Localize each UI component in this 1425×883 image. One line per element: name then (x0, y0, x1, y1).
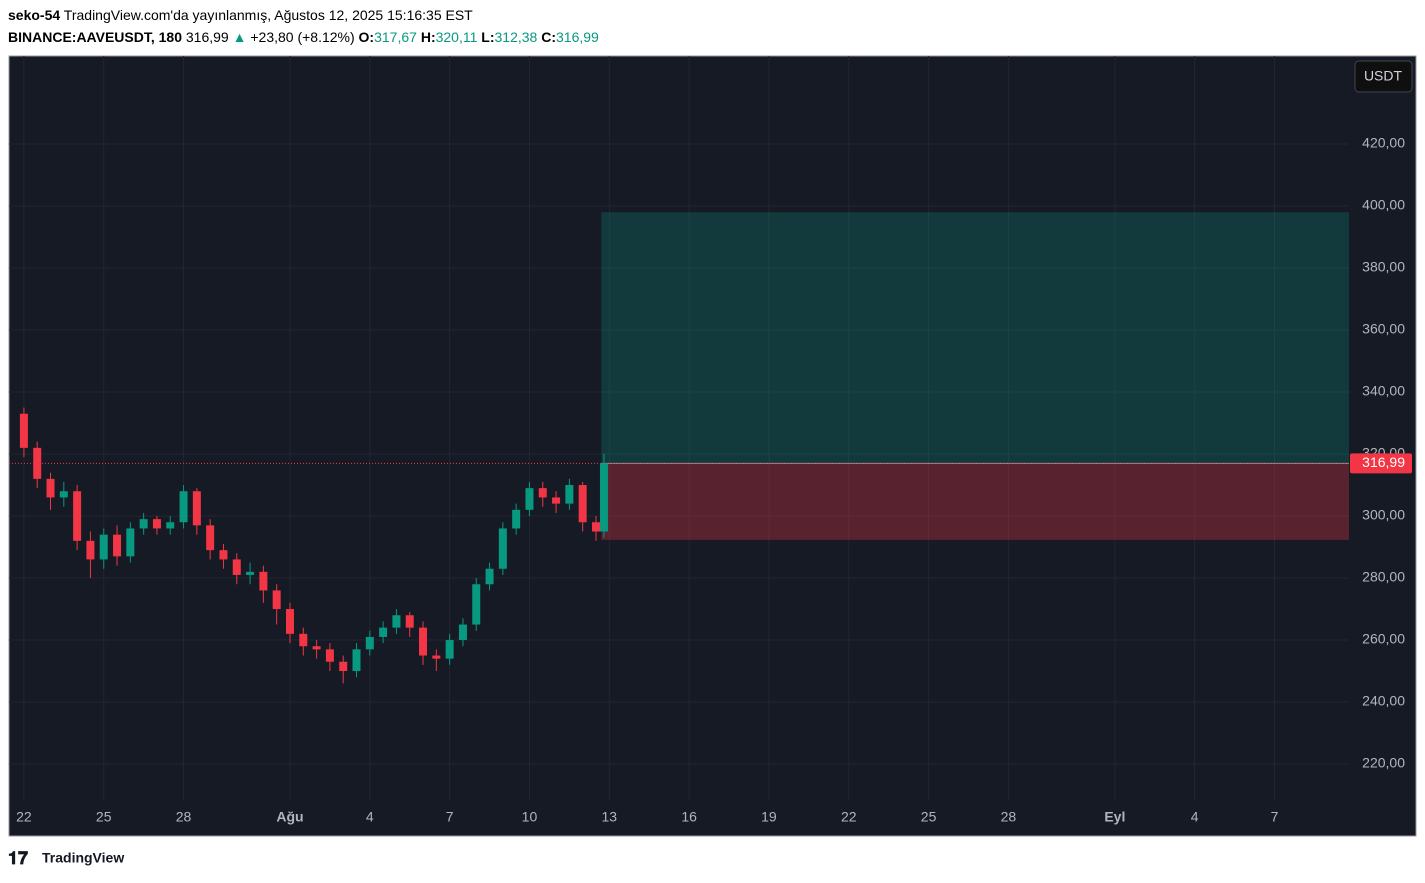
candle-body (139, 519, 148, 529)
chart-background (8, 55, 1417, 837)
x-tick-label: 28 (1001, 809, 1017, 825)
brand: TradingView (42, 850, 124, 866)
candle-body (126, 528, 135, 557)
candle-body (86, 540, 95, 560)
last-price-label: 316,99 (1362, 454, 1405, 470)
stop-zone (601, 463, 1349, 540)
y-tick-label: 220,00 (1362, 755, 1405, 771)
candle-body (365, 636, 374, 650)
x-tick-label: Ağu (276, 809, 303, 825)
l-label: L: (481, 29, 494, 45)
candle-body (285, 609, 294, 634)
candle-body (113, 534, 122, 557)
arrow: ▲ (233, 29, 247, 45)
candle-body (485, 568, 494, 585)
o-value: 317,67 (374, 29, 417, 45)
x-tick-label: 13 (601, 809, 617, 825)
x-tick-label: Eyl (1104, 809, 1125, 825)
candle-body (552, 497, 561, 504)
currency-label[interactable]: USDT (1364, 68, 1403, 84)
symbol-line: BINANCE:AAVEUSDT, 180 316,99 ▲ +23,80 (+… (8, 29, 599, 45)
y-tick-label: 360,00 (1362, 321, 1405, 337)
candle-body (419, 627, 428, 656)
author: seko-54 (8, 7, 60, 23)
y-tick-label: 300,00 (1362, 507, 1405, 523)
candle-body (206, 525, 215, 551)
candle-body (599, 463, 608, 532)
x-tick-label: 7 (446, 809, 454, 825)
x-tick-label: 4 (1191, 809, 1199, 825)
published: TradingView.com'da yayınlanmış, Ağustos … (64, 7, 473, 23)
candle-body (232, 559, 241, 575)
candle-body (472, 584, 481, 625)
price: 316,99 (186, 29, 229, 45)
target-zone (601, 212, 1349, 464)
x-tick-label: 22 (16, 809, 32, 825)
l-value: 312,38 (495, 29, 538, 45)
x-tick-label: 28 (176, 809, 192, 825)
x-tick-label: 16 (681, 809, 697, 825)
last-price-tag (1350, 453, 1412, 474)
candle-body (179, 491, 188, 523)
y-tick-label: 280,00 (1362, 569, 1405, 585)
candle-body (498, 528, 507, 569)
brand-logo: ⁠𝟏𝟕 (8, 848, 28, 868)
o-label: O: (359, 29, 375, 45)
x-tick-label: 19 (761, 809, 777, 825)
candle-body (512, 509, 521, 529)
y-tick-label: 380,00 (1362, 259, 1405, 275)
x-tick-label: 7 (1271, 809, 1279, 825)
candle-body (192, 491, 201, 526)
candle-body (445, 640, 454, 659)
candle-body (325, 649, 334, 662)
x-tick-label: 25 (921, 809, 937, 825)
candle-body (259, 571, 268, 591)
h-label: H: (421, 29, 436, 45)
candle-body (19, 413, 28, 448)
x-tick-label: 25 (96, 809, 112, 825)
y-tick-label: 420,00 (1362, 135, 1405, 151)
candle-body (246, 571, 255, 575)
x-tick-label: 10 (522, 809, 538, 825)
candle-body (432, 655, 441, 659)
c-label: C: (541, 29, 556, 45)
x-tick-label: 22 (841, 809, 857, 825)
candle-body (392, 615, 401, 628)
h-value: 320,11 (436, 29, 478, 45)
candle-body (299, 633, 308, 647)
candle-body (591, 522, 600, 532)
candle-body (33, 447, 42, 479)
symbol: BINANCE:AAVEUSDT, 180 (8, 29, 182, 45)
candle-body (73, 491, 82, 541)
header-line: seko-54 TradingView.com'da yayınlanmış, … (8, 7, 473, 23)
y-tick-label: 240,00 (1362, 693, 1405, 709)
candle-body (405, 615, 414, 628)
candle-body (352, 649, 361, 672)
candle-body (46, 478, 55, 498)
change: +23,80 (+8.12%) (250, 29, 354, 45)
candle-body (272, 590, 281, 610)
y-tick-label: 340,00 (1362, 383, 1405, 399)
candle-body (458, 624, 467, 641)
y-tick-label: 260,00 (1362, 631, 1405, 647)
candle-body (59, 491, 68, 498)
candle-body (152, 519, 161, 529)
candle-body (219, 550, 228, 560)
candle-body (339, 661, 348, 672)
candle-body (166, 522, 175, 529)
candle-body (312, 646, 321, 650)
candle-body (578, 485, 587, 523)
currency-button[interactable] (1354, 60, 1413, 93)
candle-body (525, 488, 534, 510)
x-tick-label: 4 (366, 809, 374, 825)
candle-body (538, 488, 547, 498)
c-value: 316,99 (556, 29, 599, 45)
candle-body (565, 485, 574, 504)
candle-body (99, 534, 108, 560)
y-tick-label: 400,00 (1362, 197, 1405, 213)
candle-body (379, 627, 388, 637)
